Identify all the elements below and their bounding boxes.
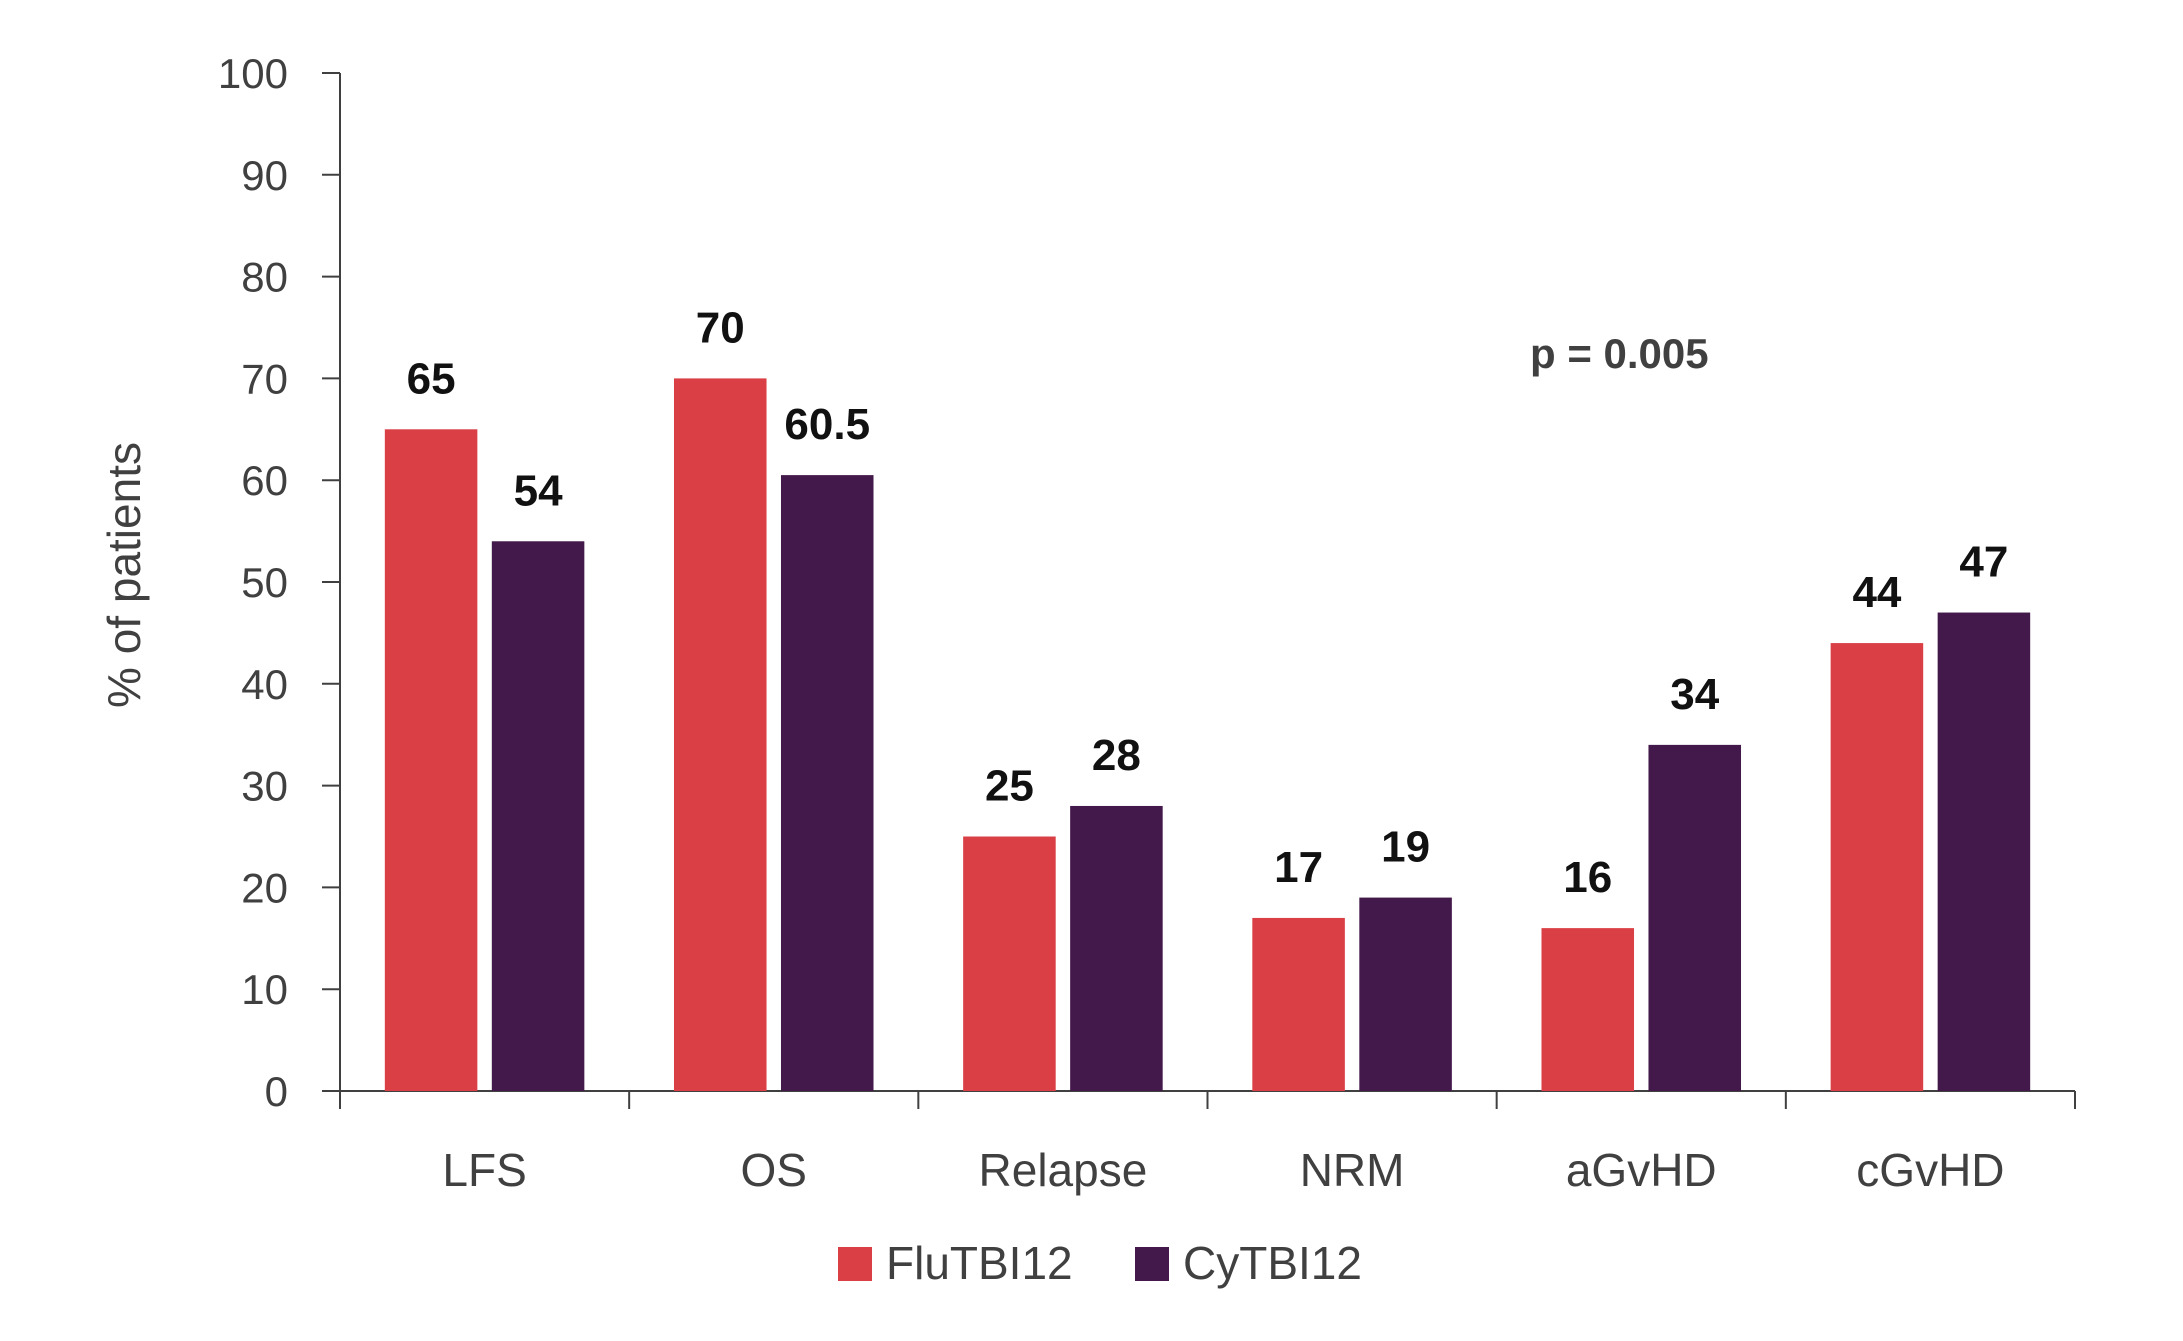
data-label: 25	[985, 762, 1034, 811]
y-tick-label: 60	[241, 457, 288, 504]
data-label: 28	[1092, 731, 1141, 780]
data-label: 17	[1274, 843, 1323, 892]
data-label: 47	[1959, 538, 2008, 587]
bars	[384, 378, 2031, 1091]
x-category-label: Relapse	[979, 1144, 1148, 1196]
bar-FluTBI12-cGvHD	[1830, 643, 1924, 1091]
data-label: 16	[1563, 853, 1612, 902]
bar-CyTBI12-aGvHD	[1648, 744, 1742, 1091]
data-label: 65	[407, 354, 456, 403]
bar-CyTBI12-OS	[780, 475, 874, 1091]
data-label: 34	[1670, 670, 1719, 719]
data-label: 60.5	[784, 400, 870, 449]
legend-label: FluTBI12	[886, 1237, 1073, 1289]
y-tick-label: 10	[241, 966, 288, 1013]
bar-FluTBI12-Relapse	[963, 836, 1056, 1091]
bar-FluTBI12-NRM	[1252, 917, 1345, 1091]
y-tick-label: 50	[241, 559, 288, 606]
data-label: 19	[1381, 823, 1430, 872]
legend-swatch-CyTBI12	[1135, 1247, 1169, 1281]
y-tick-label: 90	[241, 152, 288, 199]
bar-FluTBI12-aGvHD	[1541, 928, 1635, 1091]
legend: FluTBI12 CyTBI12	[838, 1237, 1362, 1289]
x-category-label: OS	[741, 1144, 807, 1196]
x-category-label: cGvHD	[1856, 1144, 2004, 1196]
legend-swatch-FluTBI12	[838, 1247, 872, 1281]
y-axis-title: % of patients	[98, 442, 150, 708]
y-tick-label: 0	[265, 1068, 288, 1115]
bar-FluTBI12-LFS	[384, 429, 478, 1091]
y-tick-label: 70	[241, 355, 288, 402]
x-category-label: LFS	[442, 1144, 526, 1196]
legend-label: CyTBI12	[1183, 1237, 1362, 1289]
bar-CyTBI12-LFS	[491, 541, 585, 1091]
data-labels: 65 70 25 17 16 44 54 60.5 28 19 34 47	[407, 303, 2009, 902]
y-tick-label: 80	[241, 254, 288, 301]
data-label: 70	[696, 303, 745, 352]
x-category-label: aGvHD	[1566, 1144, 1717, 1196]
x-axis: LFS OS Relapse NRM aGvHD cGvHD	[339, 1090, 2076, 1196]
x-category-label: NRM	[1300, 1144, 1405, 1196]
data-label: 54	[514, 466, 563, 515]
bar-CyTBI12-cGvHD	[1937, 612, 2031, 1091]
data-label: 44	[1852, 568, 1901, 617]
y-tick-label: 100	[218, 50, 288, 97]
bar-FluTBI12-OS	[673, 378, 767, 1091]
bar-CyTBI12-Relapse	[1070, 805, 1163, 1091]
y-tick-label: 30	[241, 763, 288, 810]
y-tick-label: 40	[241, 661, 288, 708]
bar-CyTBI12-NRM	[1359, 897, 1452, 1091]
y-tick-label: 20	[241, 864, 288, 911]
p-value-annotation: p = 0.005	[1530, 330, 1709, 377]
y-axis: 0 10 20 30 40 50 60 70 80 90 100	[218, 50, 341, 1115]
